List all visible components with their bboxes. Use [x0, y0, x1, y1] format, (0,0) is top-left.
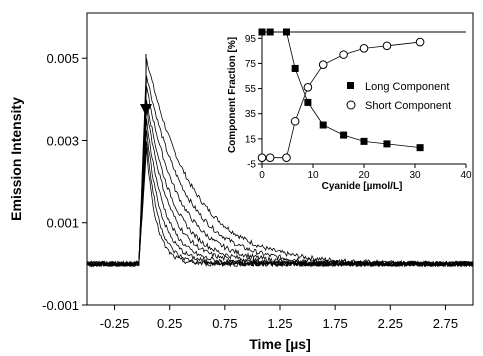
- inset-ylabel: Component Fraction [%]: [227, 37, 238, 153]
- short-component-point: [382, 41, 392, 51]
- long-component-point: [319, 121, 327, 129]
- inset-points: [257, 28, 425, 163]
- short-component-point: [265, 153, 275, 163]
- inset-y-tick-label: 35: [245, 109, 257, 120]
- legend-marker-short: [346, 100, 356, 110]
- short-component-point: [318, 60, 328, 69]
- short-component-point: [290, 116, 300, 126]
- long-component-point: [340, 131, 348, 139]
- long-component-point: [383, 140, 391, 148]
- decrease-arrow-icon: [140, 54, 152, 116]
- inset-axes: 0 10 20 30 40 -5 15 35 55 75 95: [245, 31, 472, 181]
- inset-y-tick-label: 15: [245, 134, 257, 145]
- long-component-point: [291, 64, 299, 72]
- inset-lines: [262, 31, 421, 159]
- short-component-point: [359, 44, 369, 53]
- x-tick-label: 0.25: [157, 316, 182, 331]
- long-component-point: [416, 144, 424, 152]
- x-tick-label: -0.25: [100, 316, 130, 331]
- y-tick-label: 0.005: [46, 51, 79, 66]
- y-tick-label: 0.001: [46, 216, 79, 231]
- inset-y-tick-label: 75: [245, 59, 257, 70]
- inset-x-tick-label: 30: [409, 170, 421, 181]
- inset-background: [225, 18, 467, 178]
- main-ylabel: Emission Intensity: [8, 97, 24, 221]
- x-tick-label: 1.75: [322, 316, 347, 331]
- inset-y-tick-label: 95: [245, 34, 257, 45]
- inset-legend: Long Component Short Component: [346, 81, 451, 112]
- long-component-point: [282, 28, 290, 36]
- x-tick-label: 1.25: [267, 316, 292, 331]
- long-component-point: [304, 98, 312, 106]
- long-component-point: [266, 28, 274, 36]
- short-component-point: [257, 153, 267, 163]
- legend-label-long: Long Component: [365, 81, 449, 93]
- long-component-point: [258, 28, 266, 36]
- short-component-point: [303, 83, 313, 92]
- short-component-line: [262, 41, 421, 159]
- main-xlabel: Time [µs]: [249, 336, 311, 352]
- x-tick-label: 2.25: [378, 316, 403, 331]
- x-tick-label: 0.75: [212, 316, 237, 331]
- legend-label-short: Short Component: [365, 100, 451, 112]
- long-component-point: [360, 137, 368, 145]
- inset-y-tick-label: 55: [245, 84, 257, 95]
- short-component-point: [415, 37, 425, 47]
- inset-x-tick-label: 20: [358, 170, 370, 181]
- x-tick-label: 2.75: [433, 316, 458, 331]
- inset-x-tick-label: 40: [460, 170, 472, 181]
- inset-x-tick-label: 0: [259, 170, 265, 181]
- decay-trace: [86, 146, 474, 268]
- main-axis-ticks: -0.25 0.25 0.75 1.25 1.75 2.25 2.75 -0.001 0.001…: [42, 51, 458, 331]
- inset-y-tick-label: -5: [247, 160, 256, 171]
- y-tick-label: 0.003: [46, 133, 79, 148]
- y-tick-label: -0.001: [42, 298, 79, 313]
- legend-marker-long: [347, 82, 354, 89]
- short-component-point: [282, 153, 291, 163]
- long-component-line: [262, 31, 421, 149]
- short-component-point: [339, 50, 348, 59]
- decay-trace: [86, 141, 474, 268]
- main-traces: [86, 58, 474, 268]
- inset-xlabel: Cyanide [µmol/L]: [322, 181, 403, 192]
- inset-x-tick-label: 10: [307, 170, 319, 181]
